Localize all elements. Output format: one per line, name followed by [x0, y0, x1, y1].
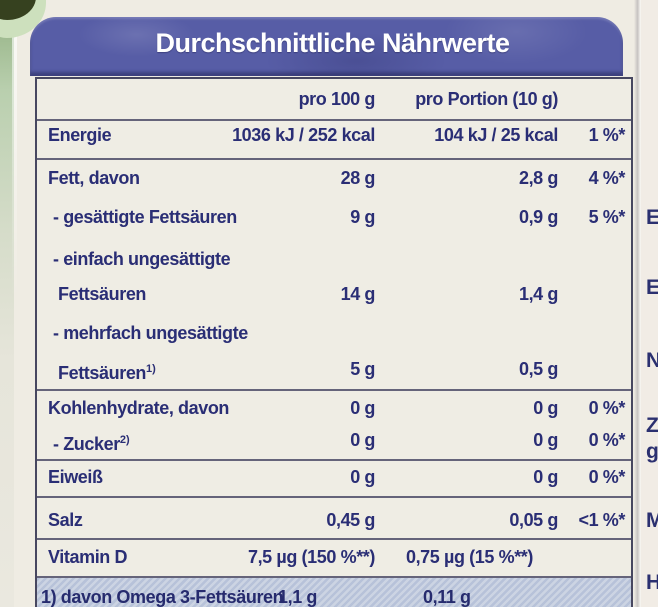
table-row: - mehrfach ungesättigte — [37, 319, 631, 347]
footnote-marker: 1) — [146, 363, 156, 375]
row-label: Fettsäuren — [58, 284, 147, 304]
cut-off-letter: E — [646, 206, 658, 229]
row-divider — [37, 158, 631, 160]
table-title-bar: Durchschnittliche Nährwerte — [30, 17, 623, 76]
footnote-label: 1) davon Omega 3-Fettsäuren — [41, 587, 284, 607]
value-per-100g: 14 g — [340, 284, 376, 304]
table-row: Fettsäuren1) 5 g 0,5 g — [37, 355, 631, 383]
row-label: - Zucker2) — [53, 434, 130, 454]
value-per-100g: 0 g — [350, 467, 375, 487]
cut-off-letter: Z — [646, 414, 658, 437]
row-label: Kohlenhydrate, davon — [48, 398, 230, 418]
row-divider — [37, 496, 631, 498]
row-divider — [37, 119, 631, 121]
cut-off-letter: N — [646, 349, 658, 372]
value-per-100g: 0 g — [350, 398, 375, 418]
value-percent-ri: <1 %* — [578, 510, 625, 530]
table-row: Salz 0,45 g 0,05 g <1 %* — [37, 506, 631, 534]
value-per-portion: 0,9 g — [518, 207, 558, 227]
table-row: Kohlenhydrate, davon 0 g 0 g 0 %* — [37, 394, 631, 422]
row-label: Fettsäuren1) — [58, 363, 156, 383]
footnote-band: 1) davon Omega 3-Fettsäuren 1,1 g 0,11 g — [37, 578, 631, 607]
cut-off-letter: H — [646, 571, 658, 594]
value-percent-ri: 1 %* — [588, 125, 626, 145]
value-per-portion: 1,4 g — [518, 284, 558, 304]
col-header-per-100g: pro 100 g — [298, 89, 376, 109]
footnote-value-per-portion: 0,11 g — [423, 587, 471, 607]
cut-off-letter: M — [646, 509, 658, 532]
value-per-100g: 0 g — [350, 430, 375, 450]
row-label: Energie — [48, 125, 112, 145]
table-row: - Zucker2) 0 g 0 g 0 %* — [37, 426, 631, 454]
nutrition-table: pro 100 g pro Portion (10 g) Energie 103… — [35, 77, 633, 607]
value-per-portion: 0 g — [533, 398, 558, 418]
row-label: - gesättigte Fettsäuren — [53, 207, 237, 227]
value-per-portion: 0,75 µg (15 %**) — [405, 547, 533, 567]
row-label: - mehrfach ungesättigte — [53, 323, 248, 343]
row-divider — [37, 389, 631, 391]
value-per-100g: 5 g — [350, 359, 375, 379]
value-percent-ri: 0 %* — [588, 430, 626, 450]
value-per-100g: 28 g — [340, 168, 376, 188]
table-row: Eiweiß 0 g 0 g 0 %* — [37, 463, 631, 491]
value-per-100g: 7,5 µg (150 %**) — [247, 547, 375, 567]
footnote-value-per-100g: 1,1 g — [278, 587, 318, 607]
package-crease — [634, 0, 642, 607]
row-divider — [37, 538, 631, 540]
value-per-portion: 0,5 g — [518, 359, 558, 379]
value-per-portion: 0 g — [533, 467, 558, 487]
footnote-row: 1) davon Omega 3-Fettsäuren 1,1 g 0,11 g — [37, 583, 631, 607]
table-row: Fett, davon 28 g 2,8 g 4 %* — [37, 164, 631, 192]
value-per-100g: 9 g — [350, 207, 375, 227]
table-title: Durchschnittliche Nährwerte — [155, 28, 510, 58]
table-row: - gesättigte Fettsäuren 9 g 0,9 g 5 %* — [37, 203, 631, 231]
adjacent-panel: E E N Z g M H — [641, 0, 658, 607]
value-percent-ri: 0 %* — [588, 467, 626, 487]
value-per-100g: 1036 kJ / 252 kcal — [232, 125, 375, 145]
row-divider — [37, 576, 631, 578]
row-label: Eiweiß — [48, 467, 103, 487]
table-row: Energie 1036 kJ / 252 kcal 104 kJ / 25 k… — [37, 121, 631, 149]
value-percent-ri: 4 %* — [588, 168, 626, 188]
value-per-portion: 0,05 g — [509, 510, 558, 530]
package-edge — [0, 0, 17, 607]
value-per-100g: 0,45 g — [326, 510, 375, 530]
footnote-marker: 2) — [119, 434, 130, 446]
col-header-per-portion: pro Portion (10 g) — [415, 89, 558, 109]
value-percent-ri: 0 %* — [588, 398, 626, 418]
row-label: Vitamin D — [48, 547, 128, 567]
row-label: Salz — [48, 510, 83, 530]
cut-off-letter: E — [646, 276, 658, 299]
cut-off-letter: g — [646, 440, 658, 463]
table-row: Fettsäuren 14 g 1,4 g — [37, 280, 631, 308]
value-per-portion: 0 g — [533, 430, 558, 450]
table-row: Vitamin D 7,5 µg (150 %**) 0,75 µg (15 %… — [37, 543, 631, 571]
value-per-portion: 2,8 g — [518, 168, 558, 188]
row-label: - einfach ungesättigte — [53, 249, 231, 269]
row-label: Fett, davon — [48, 168, 140, 188]
value-percent-ri: 5 %* — [588, 207, 626, 227]
row-divider — [37, 459, 631, 461]
value-per-portion: 104 kJ / 25 kcal — [434, 125, 558, 145]
table-row: - einfach ungesättigte — [37, 245, 631, 273]
column-header-row: pro 100 g pro Portion (10 g) — [37, 85, 631, 113]
